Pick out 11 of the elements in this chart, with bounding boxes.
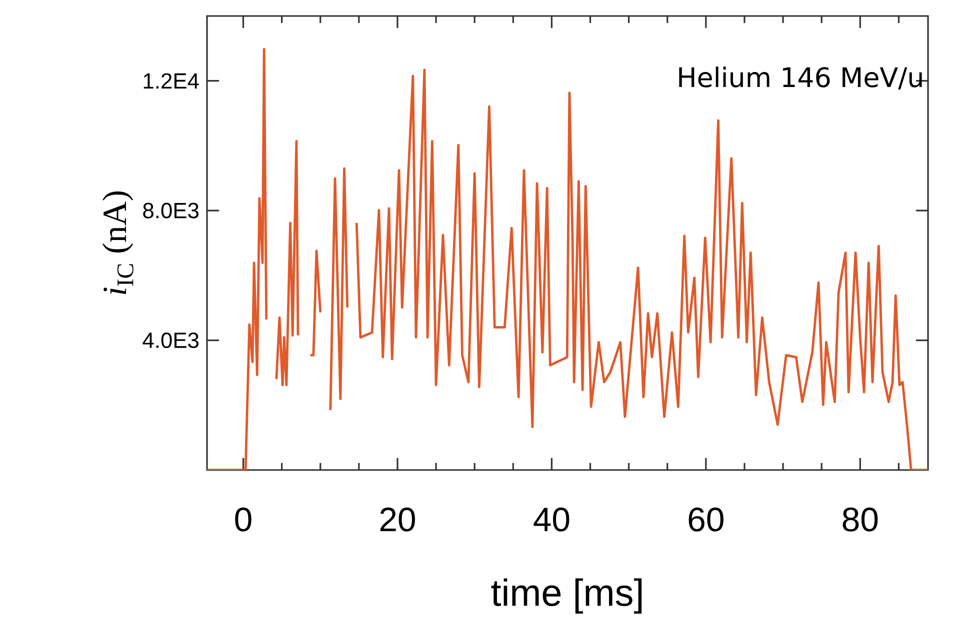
annotation: Helium 146 MeV/u (679, 66, 922, 90)
x-axis-title: time [ms] (491, 578, 642, 614)
y-axis-title: i$_{IC}$ (nA) (102, 191, 134, 294)
x-tick-label: 80 (842, 508, 878, 532)
x-tick-label: 40 (534, 508, 570, 532)
x-tick-label: 20 (380, 508, 415, 532)
y-tick-label: 8.0E3 (143, 202, 199, 218)
x-tick-label: 60 (688, 508, 724, 532)
y-tick-label: 4.0E3 (142, 332, 199, 348)
y-tick-label: 1.2E4 (144, 73, 199, 89)
x-tick-label: 0 (235, 508, 252, 532)
